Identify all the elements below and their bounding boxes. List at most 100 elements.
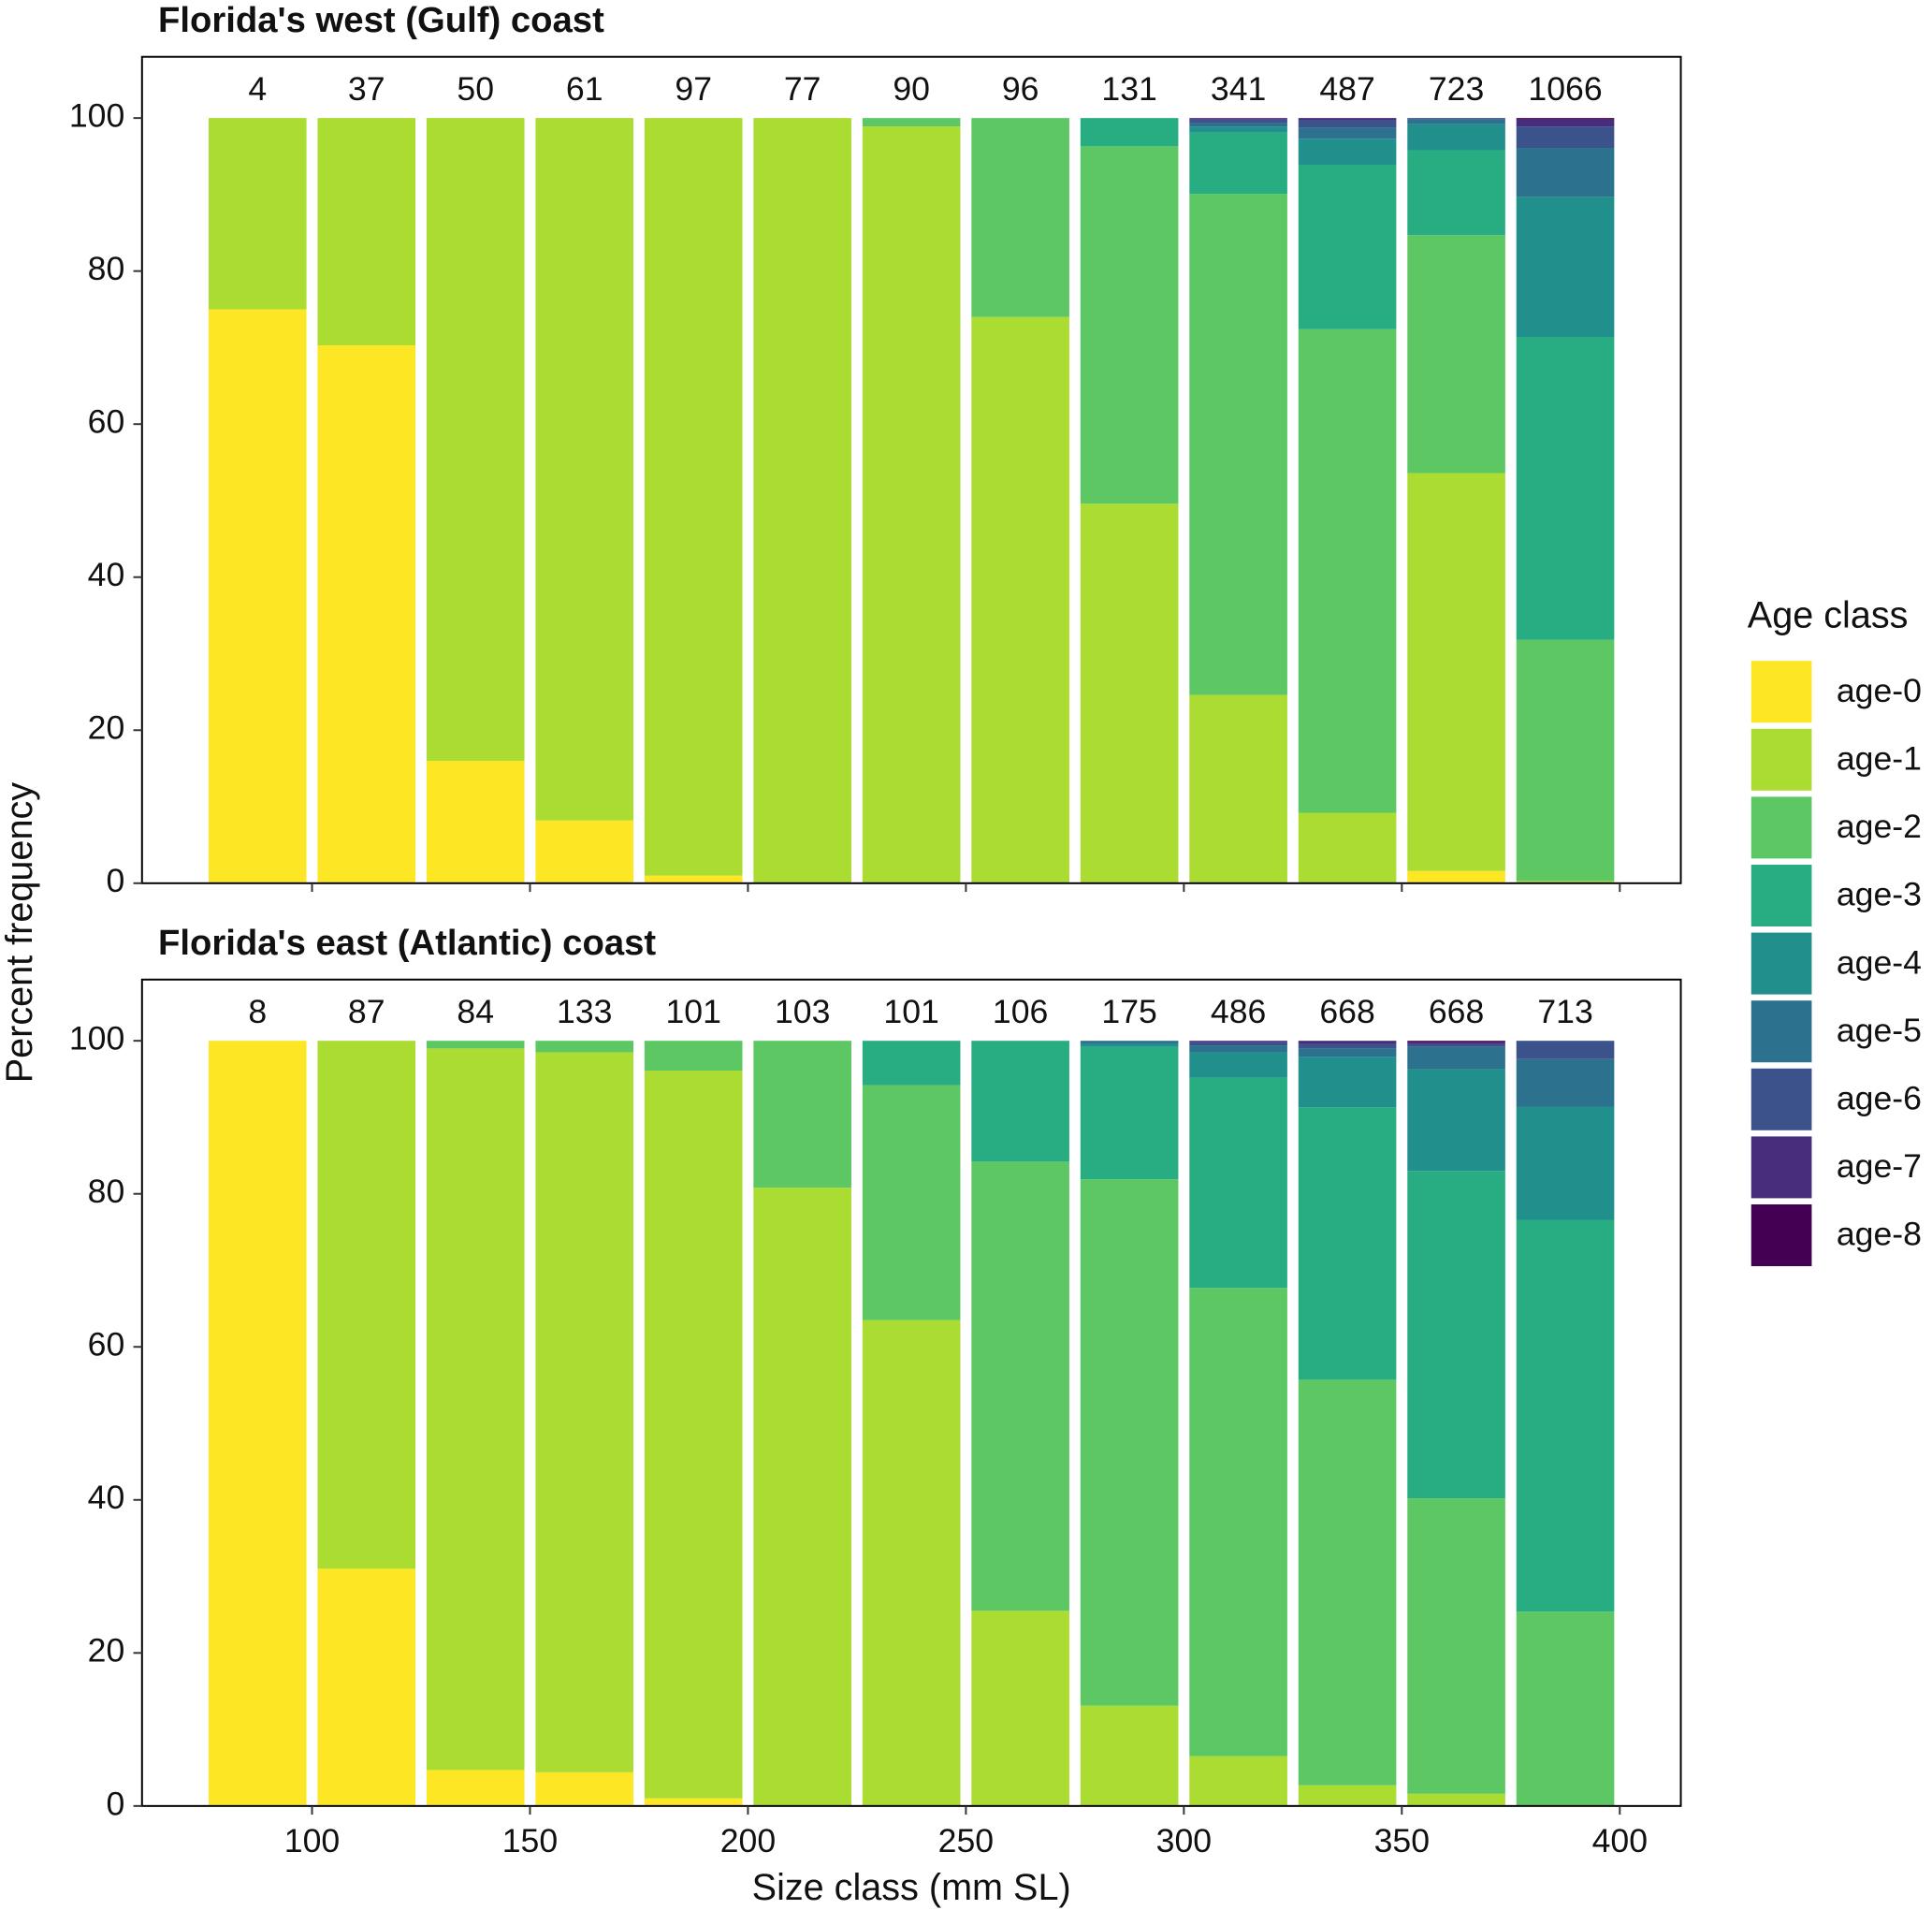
bar-segment	[535, 1771, 634, 1806]
bar-segment	[644, 875, 743, 883]
legend-key	[1750, 1068, 1812, 1130]
bar-segment	[1516, 1106, 1615, 1220]
bar-segment	[971, 1041, 1069, 1162]
y-tick-label: 80	[88, 1173, 125, 1210]
count-label: 106	[993, 993, 1048, 1030]
bar-segment	[1189, 119, 1287, 124]
bar-segment	[1407, 118, 1505, 120]
bar-segment	[1189, 1756, 1287, 1806]
bar-segment	[317, 1568, 416, 1806]
bar-segment	[1407, 870, 1505, 883]
bar-segment	[1298, 1048, 1397, 1057]
bar-segment	[1516, 881, 1615, 883]
x-tick-label: 300	[1156, 1822, 1212, 1859]
count-label: 175	[1101, 993, 1156, 1030]
bar-segment	[426, 1041, 525, 1049]
y-tick-label: 0	[106, 1785, 124, 1822]
bar-segment	[1516, 197, 1615, 337]
legend-label: age-3	[1837, 876, 1922, 913]
bar-segment	[1080, 1041, 1179, 1044]
legend-key	[1750, 796, 1812, 859]
panel-border	[140, 978, 1682, 1807]
y-tick-label: 100	[69, 97, 124, 135]
bar-segment	[1080, 146, 1179, 504]
bar-segment	[535, 820, 634, 883]
bar-segment	[1298, 1107, 1397, 1380]
bar-segment	[1298, 139, 1397, 166]
legend-label: age-5	[1837, 1012, 1922, 1049]
bar-segment	[1189, 126, 1287, 133]
count-label: 487	[1319, 70, 1374, 108]
bar-segment	[1298, 1379, 1397, 1786]
bar-segment	[1080, 1046, 1179, 1180]
bar-segment	[1189, 1041, 1287, 1042]
bar-segment	[862, 126, 961, 883]
count-label: 4	[248, 70, 267, 108]
count-label: 90	[893, 70, 930, 108]
count-label: 97	[675, 70, 712, 108]
bar-segment	[971, 118, 1069, 317]
bar-segment	[644, 118, 743, 876]
y-tick-label: 60	[88, 403, 125, 441]
bar-segment	[1298, 120, 1397, 128]
bar-segment	[1189, 118, 1287, 120]
legend-label: age-6	[1837, 1080, 1922, 1117]
bar-segment	[1407, 1171, 1505, 1499]
bar-segment	[1080, 503, 1179, 883]
bar-segment	[1407, 124, 1505, 151]
bar-segment	[535, 1041, 634, 1053]
panel-title: Florida's west (Gulf) coast	[158, 0, 604, 40]
bar-segment	[1516, 119, 1615, 127]
y-tick-label: 100	[69, 1020, 124, 1057]
count-label: 131	[1101, 70, 1156, 108]
bar-segment	[644, 1798, 743, 1806]
bar-segment	[1516, 336, 1615, 640]
bar-segment	[644, 1041, 743, 1072]
bar-segment	[862, 1041, 961, 1086]
bar-segment	[426, 1048, 525, 1771]
bar-segment	[1080, 1179, 1179, 1706]
count-label: 713	[1537, 993, 1592, 1030]
bar-segment	[317, 1041, 416, 1569]
bar-segment	[1189, 1042, 1287, 1046]
panel-title: Florida's east (Atlantic) coast	[158, 923, 656, 963]
bar-segment	[317, 344, 416, 883]
bar-segment	[1407, 1043, 1505, 1047]
bar-segment	[1298, 1041, 1397, 1044]
bar-segment	[1298, 1785, 1397, 1806]
count-label: 1066	[1528, 70, 1602, 108]
bar-segment	[208, 1041, 307, 1806]
bar-segment	[426, 118, 525, 761]
count-label: 101	[665, 993, 720, 1030]
bar-segment	[1298, 118, 1397, 121]
count-label: 133	[557, 993, 612, 1030]
bar-segment	[1516, 1041, 1615, 1059]
legend-label: age-7	[1837, 1147, 1922, 1185]
bar-segment	[862, 118, 961, 127]
x-tick-label: 350	[1374, 1822, 1430, 1859]
legend-label: age-4	[1837, 943, 1922, 981]
bar-segment	[1407, 1041, 1505, 1042]
count-label: 723	[1429, 70, 1484, 108]
bar-segment	[1407, 1498, 1505, 1794]
legend-title: Age class	[1748, 594, 1909, 635]
bar-segment	[208, 118, 307, 310]
count-label: 96	[1002, 70, 1039, 108]
bar-segment	[753, 1188, 851, 1806]
bar-segment	[1516, 118, 1615, 120]
count-label: 77	[784, 70, 821, 108]
legend-key	[1750, 728, 1812, 791]
bar-segment	[1080, 1705, 1179, 1806]
x-tick-label: 200	[720, 1822, 776, 1859]
legend-label: age-8	[1837, 1216, 1922, 1253]
bar-segment	[1298, 812, 1397, 883]
bar-segment	[1516, 148, 1615, 197]
legend-key	[1750, 1136, 1812, 1199]
bar-segment	[971, 1161, 1069, 1611]
bar-segment	[1407, 473, 1505, 871]
x-tick-label: 400	[1592, 1822, 1648, 1859]
count-label: 37	[348, 70, 385, 108]
bar-segment	[1407, 1793, 1505, 1806]
